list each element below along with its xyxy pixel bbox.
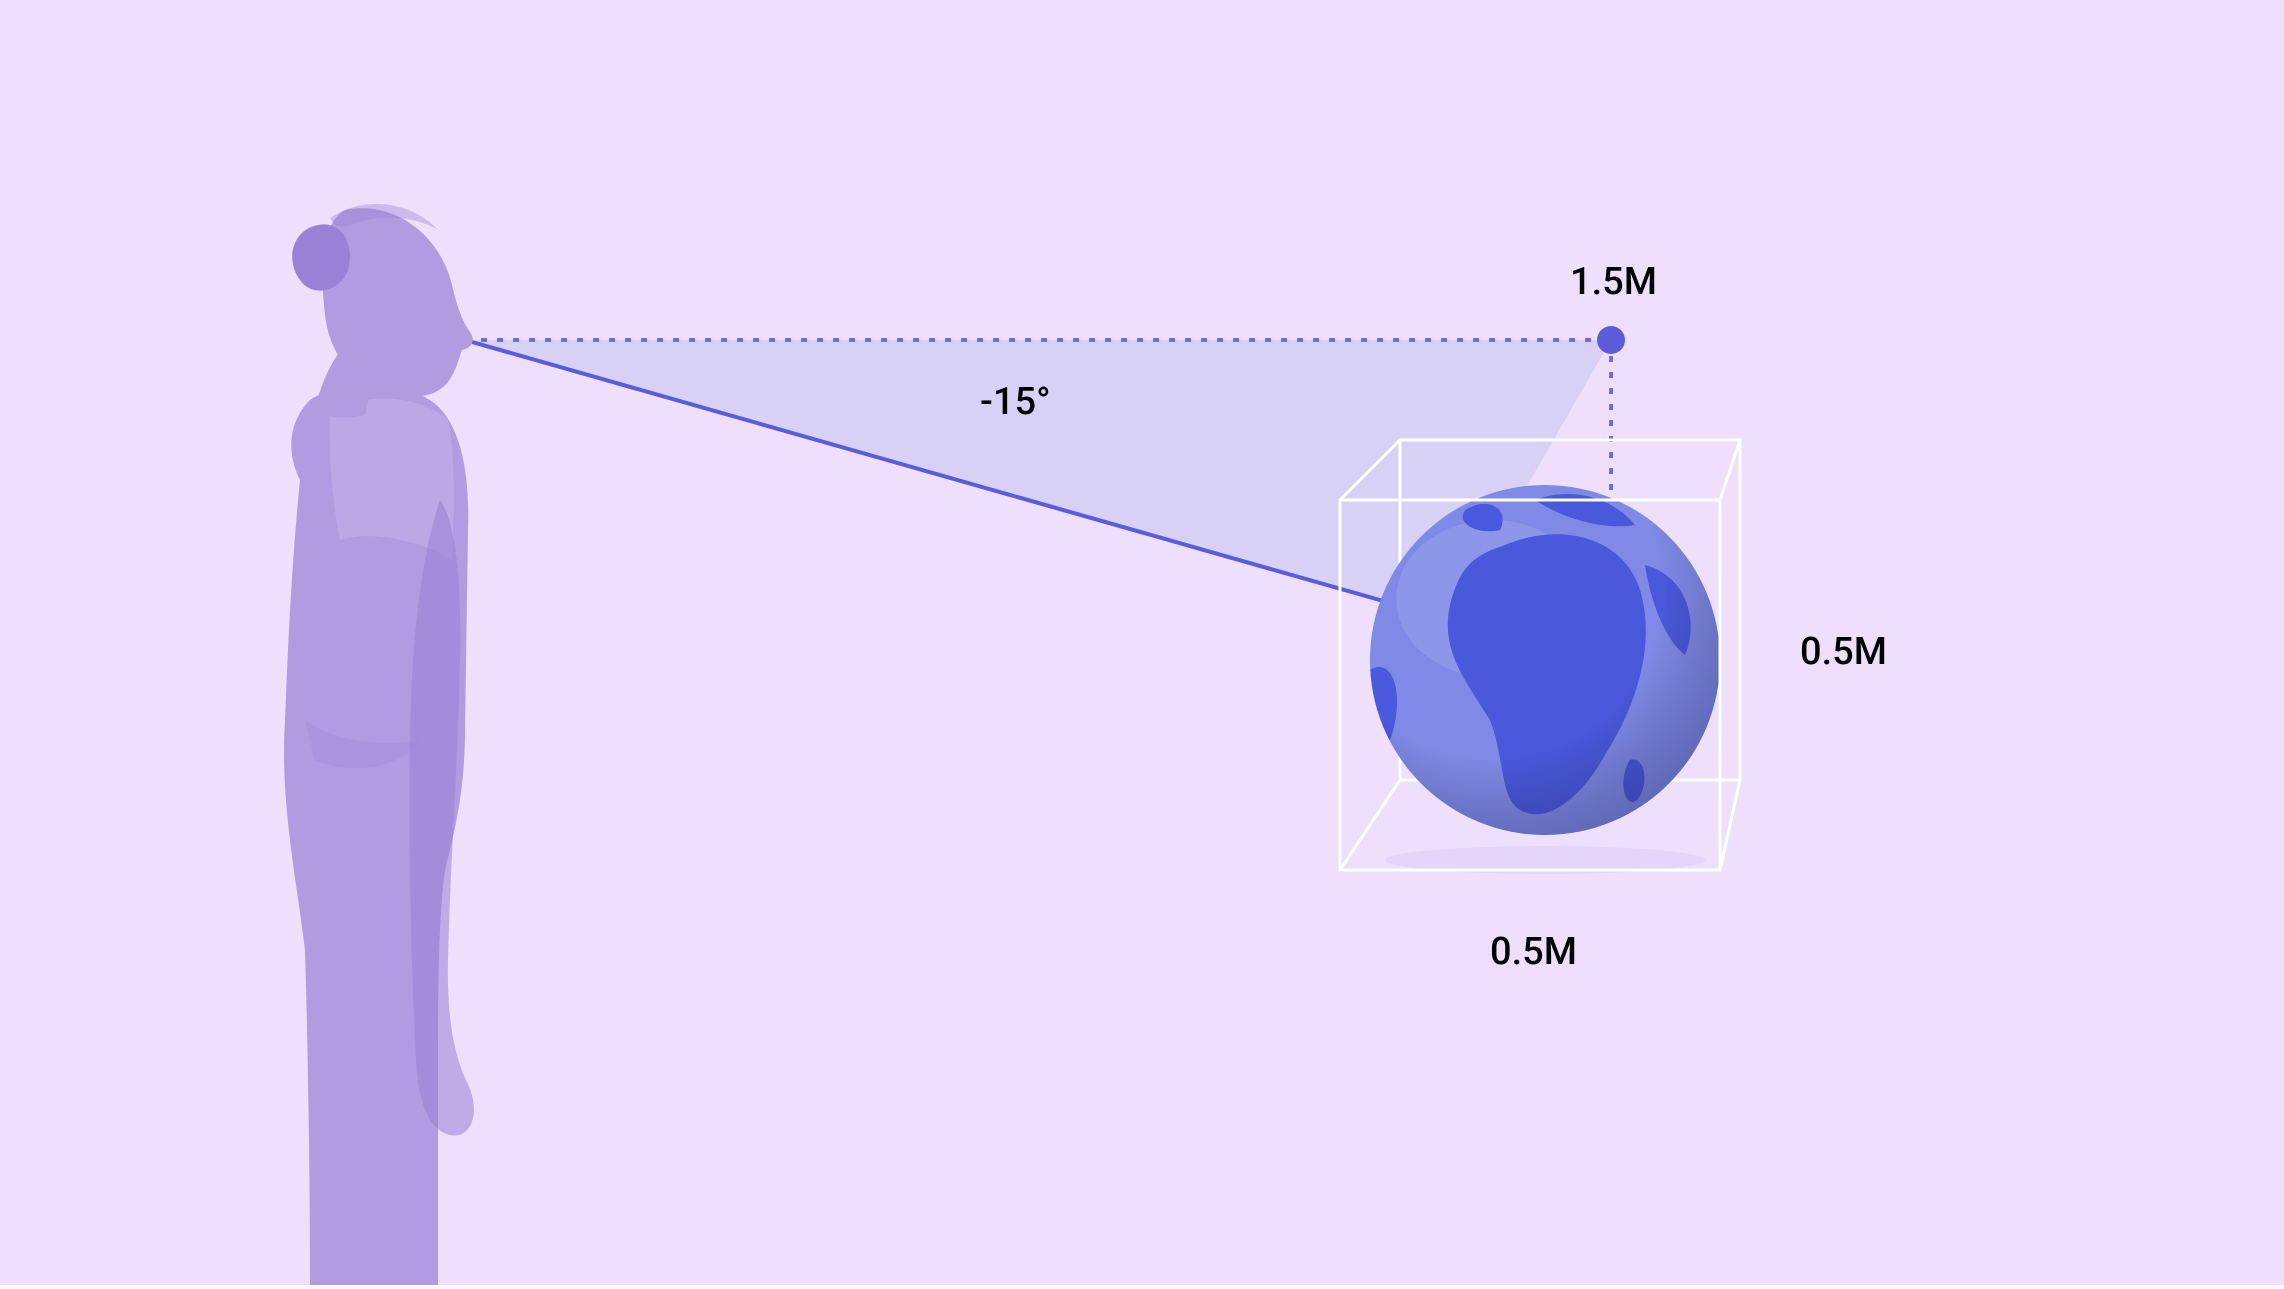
- angle-label: -15°: [980, 380, 1051, 424]
- box-height-label: 0.5M: [1800, 630, 1887, 674]
- globe-shading: [1370, 485, 1720, 835]
- diagram-svg: [0, 0, 2284, 1285]
- box-width-label: 0.5M: [1490, 930, 1577, 974]
- distance-label: 1.5M: [1570, 260, 1657, 304]
- distance-marker-dot: [1597, 326, 1625, 354]
- diagram-canvas: -15° 1.5M 0.5M 0.5M: [0, 0, 2284, 1285]
